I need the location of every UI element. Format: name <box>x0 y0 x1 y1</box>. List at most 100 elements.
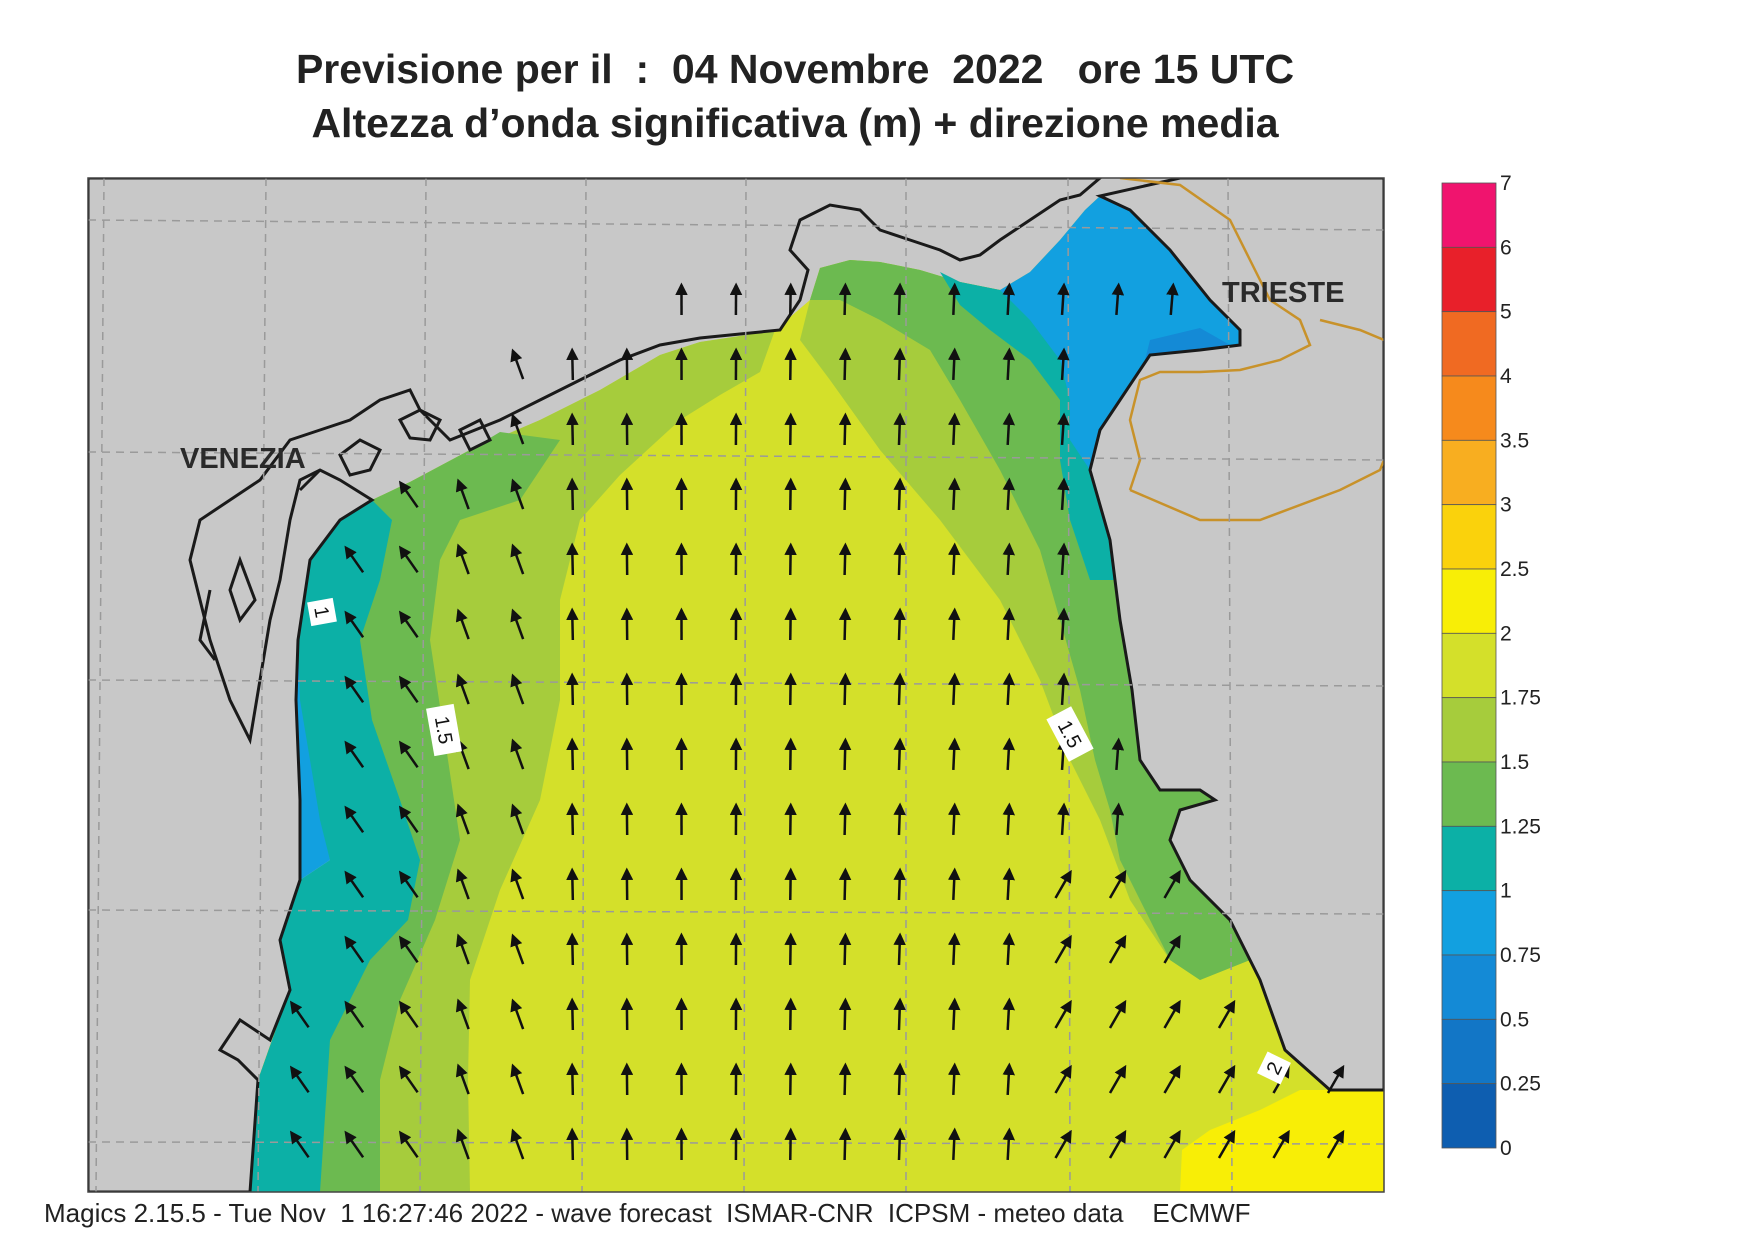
wave-arrow <box>398 1000 419 1029</box>
venice-lagoon-land <box>88 178 1103 1192</box>
wave-arrow <box>566 932 579 966</box>
legend-label: 0.75 <box>1500 944 1541 967</box>
legend-swatch <box>1441 504 1497 570</box>
wave-arrow <box>893 607 906 641</box>
wave-arrow <box>566 1127 579 1161</box>
wave-arrow <box>398 1130 419 1159</box>
wave-arrow <box>566 802 579 836</box>
wave-arrow <box>1217 999 1236 1029</box>
wave-arrow <box>566 672 579 706</box>
legend-label: 1.75 <box>1500 687 1541 710</box>
wave-arrow <box>1057 607 1070 641</box>
wave-arrow <box>398 935 419 964</box>
legend-label: 2 <box>1500 622 1512 645</box>
wave-arrow <box>947 1062 961 1096</box>
wave-arrow <box>947 477 961 511</box>
wave-arrow <box>510 608 525 640</box>
wave-arrow <box>1002 1127 1016 1161</box>
legend-swatch <box>1441 311 1497 377</box>
wave-arrow <box>455 478 470 510</box>
contour-label-1-5-west-text: 1.5 <box>430 715 456 746</box>
legend-label: 2.5 <box>1500 558 1529 581</box>
wave-arrow <box>510 478 525 510</box>
wave-arrow <box>398 740 419 769</box>
wave-arrow <box>1163 1064 1181 1094</box>
wave-arrow <box>1054 934 1072 964</box>
wave-arrow <box>1002 282 1016 316</box>
wave-arrow <box>893 672 906 706</box>
wave-band-1-25-east <box>810 260 1250 980</box>
wave-arrow <box>455 673 470 705</box>
title-line-2: Altezza d’onda significativa (m) + direz… <box>311 100 1279 146</box>
venice-lagoon-islands <box>198 408 493 661</box>
legend-label: 6 <box>1500 236 1512 259</box>
wave-arrow <box>838 347 852 381</box>
wave-arrow <box>893 802 906 836</box>
wave-arrow <box>510 1063 525 1095</box>
wave-arrow <box>947 672 961 706</box>
wave-arrow <box>947 412 961 446</box>
legend-swatch <box>1441 568 1497 634</box>
wave-arrow <box>510 933 525 965</box>
wave-arrow <box>1002 672 1016 706</box>
wave-arrow <box>893 1127 906 1161</box>
wave-arrow <box>289 1000 310 1029</box>
wave-arrow <box>344 1065 365 1094</box>
wave-arrow <box>289 1130 310 1159</box>
wave-arrow <box>947 867 961 901</box>
wave-arrow <box>1002 737 1016 771</box>
wave-arrow <box>1272 1129 1290 1159</box>
wave-arrow <box>289 1065 310 1094</box>
wave-arrow <box>1108 1129 1127 1159</box>
wave-arrow <box>1002 802 1016 836</box>
wave-arrow <box>893 477 906 511</box>
wave-arrow <box>893 282 906 316</box>
wave-arrow <box>893 1062 906 1096</box>
legend-label: 1.5 <box>1500 751 1529 774</box>
wave-arrow <box>893 932 906 966</box>
map-title: Previsione per il : 04 Novembre 2022 ore… <box>0 42 1590 150</box>
wave-arrow <box>1326 1129 1345 1159</box>
wave-arrow <box>838 607 852 641</box>
wave-arrow <box>838 1127 852 1161</box>
legend-swatch <box>1441 890 1497 956</box>
wave-arrow <box>398 480 419 509</box>
wave-arrow <box>344 610 365 639</box>
wave-arrow <box>947 282 961 316</box>
wave-arrow <box>344 740 365 769</box>
wave-arrow <box>1054 1064 1072 1094</box>
wave-arrow <box>510 673 525 705</box>
wave-arrow <box>510 413 525 445</box>
wave-arrow <box>1057 412 1070 446</box>
istria-land <box>1088 178 1384 1092</box>
wave-arrow <box>455 803 470 835</box>
wave-arrow <box>344 805 365 834</box>
wave-arrow <box>455 933 470 965</box>
legend-label: 3.5 <box>1500 429 1529 452</box>
wave-arrow <box>838 412 852 446</box>
wave-arrow <box>947 542 961 576</box>
wave-band-1-west <box>250 500 420 1192</box>
graticule <box>88 178 1384 1192</box>
contour-label-1-text: 1 <box>309 605 333 620</box>
wave-arrow <box>1002 347 1016 381</box>
wave-arrow <box>1163 934 1181 964</box>
legend-label: 5 <box>1500 301 1512 324</box>
wave-arrow <box>1108 869 1127 899</box>
wave-arrow <box>398 1065 419 1094</box>
legend-swatch <box>1441 182 1497 248</box>
wave-arrow <box>566 1062 579 1096</box>
wave-arrow <box>1108 1064 1127 1094</box>
legend-label: 1.25 <box>1500 815 1541 838</box>
wave-arrow <box>1054 1129 1072 1159</box>
wave-arrow <box>398 610 419 639</box>
wave-arrow <box>838 802 852 836</box>
wave-arrow <box>566 542 579 576</box>
legend-label: 4 <box>1500 365 1512 388</box>
wave-arrow <box>893 737 906 771</box>
wave-arrow <box>398 545 419 574</box>
wave-arrow <box>947 737 961 771</box>
wave-arrow <box>947 1127 961 1161</box>
legend-swatch <box>1441 825 1497 892</box>
